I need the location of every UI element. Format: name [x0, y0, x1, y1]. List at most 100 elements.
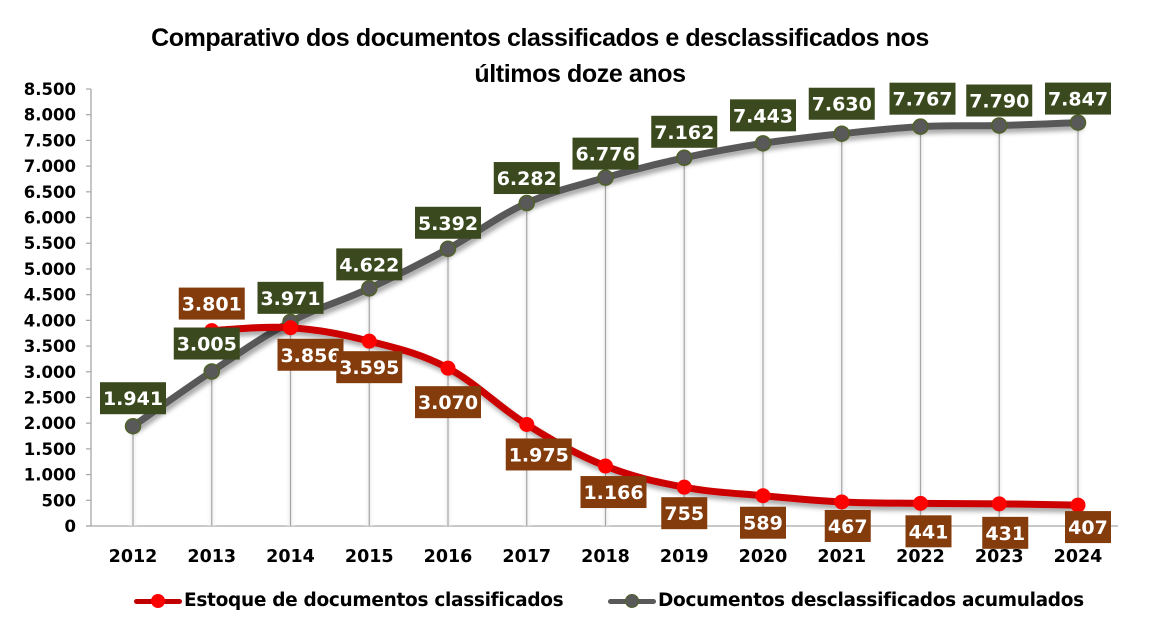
red-line-marker-icon [134, 593, 182, 608]
x-tick-label: 2020 [739, 547, 788, 567]
data-point-marker [1070, 497, 1086, 513]
data-label: 7.630 [808, 87, 875, 120]
grey-line-marker-icon [608, 593, 656, 608]
svg-text:7.847: 7.847 [1048, 89, 1108, 111]
legend-label: Documentos desclassificados acumulados [658, 590, 1084, 611]
data-point-marker [676, 479, 692, 495]
svg-text:3.801: 3.801 [182, 294, 242, 316]
data-label: 441 [905, 515, 952, 548]
svg-text:3.070: 3.070 [418, 392, 478, 414]
y-tick-label: 3.500 [24, 337, 76, 356]
y-tick-label: 2.500 [24, 388, 76, 407]
svg-text:4.622: 4.622 [339, 254, 399, 276]
data-label: 7.443 [730, 99, 796, 132]
svg-text:1.975: 1.975 [509, 444, 569, 466]
data-point-marker [834, 494, 850, 510]
svg-text:7.630: 7.630 [812, 94, 872, 116]
y-tick-label: 8.000 [24, 106, 76, 125]
data-point-marker [439, 240, 457, 258]
x-axis: 2012 2013 2014 2015 2016 2017 2018 2019 2020 2021… [86, 525, 1118, 567]
x-tick-label: 2014 [266, 547, 315, 567]
svg-text:431: 431 [985, 523, 1025, 545]
svg-text:3.971: 3.971 [260, 288, 320, 310]
data-point-marker [991, 496, 1007, 512]
data-point-marker [598, 458, 613, 474]
data-label: 3.595 [336, 351, 403, 384]
x-tick-label: 2021 [817, 547, 866, 567]
data-label: 467 [824, 509, 871, 542]
data-label: 3.070 [415, 386, 481, 419]
svg-text:3.005: 3.005 [177, 334, 237, 356]
data-point-marker [754, 135, 772, 152]
x-tick-label: 2022 [896, 547, 945, 567]
data-label: 3.971 [257, 281, 324, 314]
data-point-marker [283, 320, 298, 336]
y-tick-label: 5.000 [24, 260, 76, 279]
svg-text:441: 441 [909, 521, 949, 543]
data-label: 589 [740, 506, 786, 539]
x-tick-label: 2019 [660, 547, 709, 567]
y-tick-label: 7.500 [24, 131, 76, 150]
svg-text:755: 755 [664, 503, 704, 525]
x-tick-label: 2013 [187, 547, 236, 567]
svg-text:407: 407 [1068, 517, 1108, 539]
y-tick-label: 4.500 [24, 286, 76, 305]
data-label: 7.767 [889, 82, 956, 115]
x-tick-label: 2023 [975, 547, 1024, 567]
chart-title-line-2: últimos doze anos [474, 60, 686, 88]
svg-text:467: 467 [828, 516, 868, 538]
y-tick-label: 5.500 [24, 234, 76, 253]
svg-text:1.166: 1.166 [583, 482, 643, 504]
svg-text:1.941: 1.941 [103, 388, 163, 410]
data-label: 5.392 [415, 206, 481, 239]
data-point-marker [913, 495, 928, 511]
data-point-marker [440, 360, 456, 376]
data-point-marker [518, 194, 535, 212]
y-tick-label: 6.000 [24, 209, 76, 228]
svg-text:3.595: 3.595 [339, 357, 399, 379]
svg-text:7.790: 7.790 [969, 91, 1029, 113]
data-point-marker [755, 488, 771, 504]
svg-text:6.776: 6.776 [575, 144, 635, 166]
x-tick-label: 2015 [345, 547, 394, 567]
legend-label: Estoque de documentos classificados [184, 590, 564, 611]
y-axis: 0 500 1.000 1.500 2.000 2.500 3.000 3.500 4.000 4… [24, 80, 92, 536]
svg-text:589: 589 [743, 513, 783, 535]
data-label: 6.776 [572, 137, 639, 170]
data-label: 407 [1065, 511, 1111, 544]
svg-text:7.443: 7.443 [733, 105, 793, 127]
data-point-marker [519, 416, 535, 432]
y-tick-label: 500 [42, 491, 76, 510]
x-tick-label: 2024 [1054, 547, 1103, 567]
data-point-marker [597, 169, 614, 186]
data-point-marker [361, 333, 377, 349]
y-tick-label: 6.500 [24, 183, 76, 202]
svg-text:7.162: 7.162 [654, 122, 714, 144]
data-label: 3.801 [178, 287, 245, 320]
y-tick-label: 3.000 [24, 363, 76, 382]
data-label: 7.790 [966, 84, 1033, 117]
chart-title-line-1: Comparativo dos documentos classificados… [151, 24, 929, 52]
data-point-marker [833, 125, 850, 142]
data-label: 1.166 [580, 476, 647, 509]
data-label: 6.282 [493, 162, 560, 195]
data-point-marker [124, 417, 142, 435]
y-tick-label: 2.000 [24, 414, 76, 433]
data-label: 7.847 [1045, 82, 1111, 115]
x-tick-label: 2018 [581, 547, 630, 567]
data-label: 431 [982, 516, 1029, 549]
chart-legend: Estoque de documentos classificados Docu… [0, 590, 1150, 620]
data-point-marker [1069, 114, 1087, 131]
data-point-marker [991, 117, 1008, 134]
data-labels-desclassificados: 1.941 3.005 3.971 4.622 5.392 6.282 6.776 7.162… [100, 82, 1111, 415]
y-tick-label: 7.000 [24, 157, 76, 176]
y-tick-label: 8.500 [24, 80, 76, 99]
svg-text:5.392: 5.392 [418, 213, 478, 235]
data-point-marker [676, 149, 693, 167]
data-label: 4.622 [336, 248, 403, 281]
data-point-marker [912, 118, 929, 135]
x-tick-label: 2016 [424, 547, 473, 567]
data-label: 3.856 [277, 338, 344, 371]
